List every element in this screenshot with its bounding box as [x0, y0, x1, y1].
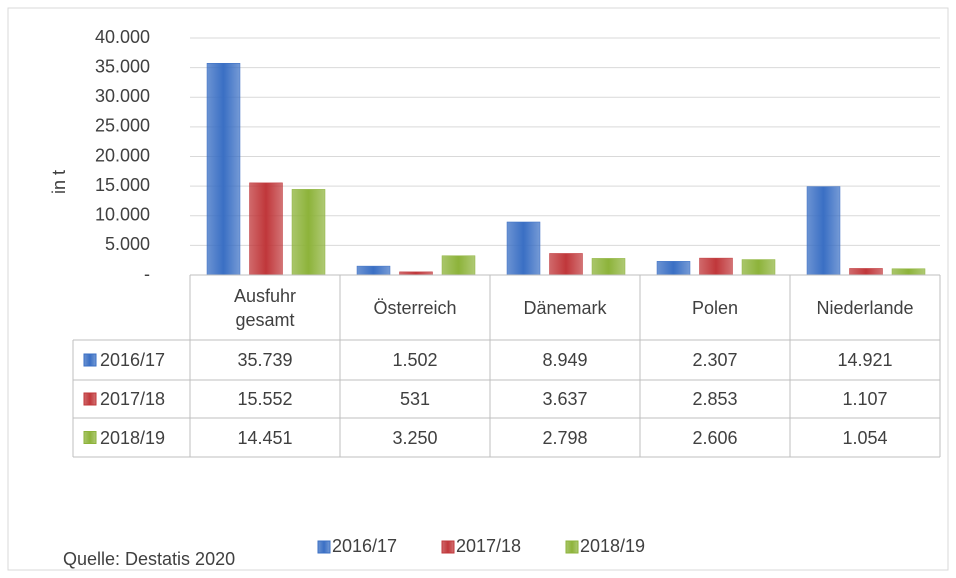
- y-tick-label: 5.000: [105, 234, 150, 254]
- legend-label: 2017/18: [456, 536, 521, 556]
- bar: [891, 268, 926, 276]
- table-value: 15.552: [237, 389, 293, 409]
- legend-label: 2018/19: [580, 536, 645, 556]
- bar: [206, 62, 241, 276]
- y-tick-label: 40.000: [95, 27, 150, 47]
- y-tick-label: 25.000: [95, 116, 150, 136]
- table-value: 2.853: [692, 389, 738, 409]
- row-header: 2018/19: [100, 427, 166, 448]
- source: Quelle: Destatis 2020: [63, 549, 235, 569]
- legend-swatch: [441, 540, 455, 554]
- category-label: Dänemark: [523, 298, 607, 318]
- table-value: 3.250: [392, 427, 438, 448]
- bar: [699, 257, 733, 276]
- table-value: 2.307: [692, 350, 738, 370]
- legend-label: 2016/17: [332, 536, 397, 556]
- bar: [249, 182, 283, 276]
- bar: [356, 265, 391, 276]
- bar: [549, 253, 583, 276]
- table-value: 35.739: [237, 350, 293, 370]
- table-value: 1.502: [392, 350, 438, 370]
- category-label: Österreich: [373, 298, 457, 318]
- bar: [291, 189, 326, 276]
- legend-swatch: [83, 431, 97, 444]
- table-value: 14.451: [237, 427, 293, 448]
- table-value: 2.606: [692, 427, 738, 448]
- y-tick-label: -: [144, 264, 150, 284]
- y-tick-label: 20.000: [95, 145, 150, 165]
- bar: [741, 259, 776, 276]
- legend-swatch: [317, 540, 331, 554]
- table-value: 531: [399, 389, 431, 409]
- legend-swatch: [565, 540, 579, 554]
- table-value: 8.949: [542, 350, 588, 370]
- y-tick-label: 10.000: [95, 205, 150, 225]
- bar: [656, 261, 691, 276]
- legend-swatch: [83, 392, 97, 406]
- bar: [849, 268, 883, 276]
- bar: [441, 255, 476, 276]
- table-value: 3.637: [542, 389, 588, 409]
- row-header: 2017/18: [100, 389, 166, 409]
- legend-swatch: [83, 353, 97, 367]
- y-tick-label: 30.000: [95, 86, 150, 106]
- y-tick-label: 15.000: [95, 175, 150, 195]
- table-value: 14.921: [837, 350, 893, 370]
- y-axis-label: in t: [49, 170, 69, 194]
- bar: [806, 186, 841, 276]
- bar: [506, 221, 541, 276]
- table-value: 2.798: [542, 427, 588, 448]
- category-label: Ausfuhr gesamt: [233, 286, 297, 330]
- category-label: Polen: [691, 298, 739, 318]
- category-label: Niederlande: [816, 298, 914, 318]
- y-tick-label: 35.000: [95, 56, 150, 76]
- chart-frame: [7, 7, 949, 571]
- table-value: 1.054: [842, 427, 888, 448]
- bar: [591, 258, 626, 276]
- table-value: 1.107: [842, 389, 888, 409]
- row-header: 2016/17: [100, 350, 166, 370]
